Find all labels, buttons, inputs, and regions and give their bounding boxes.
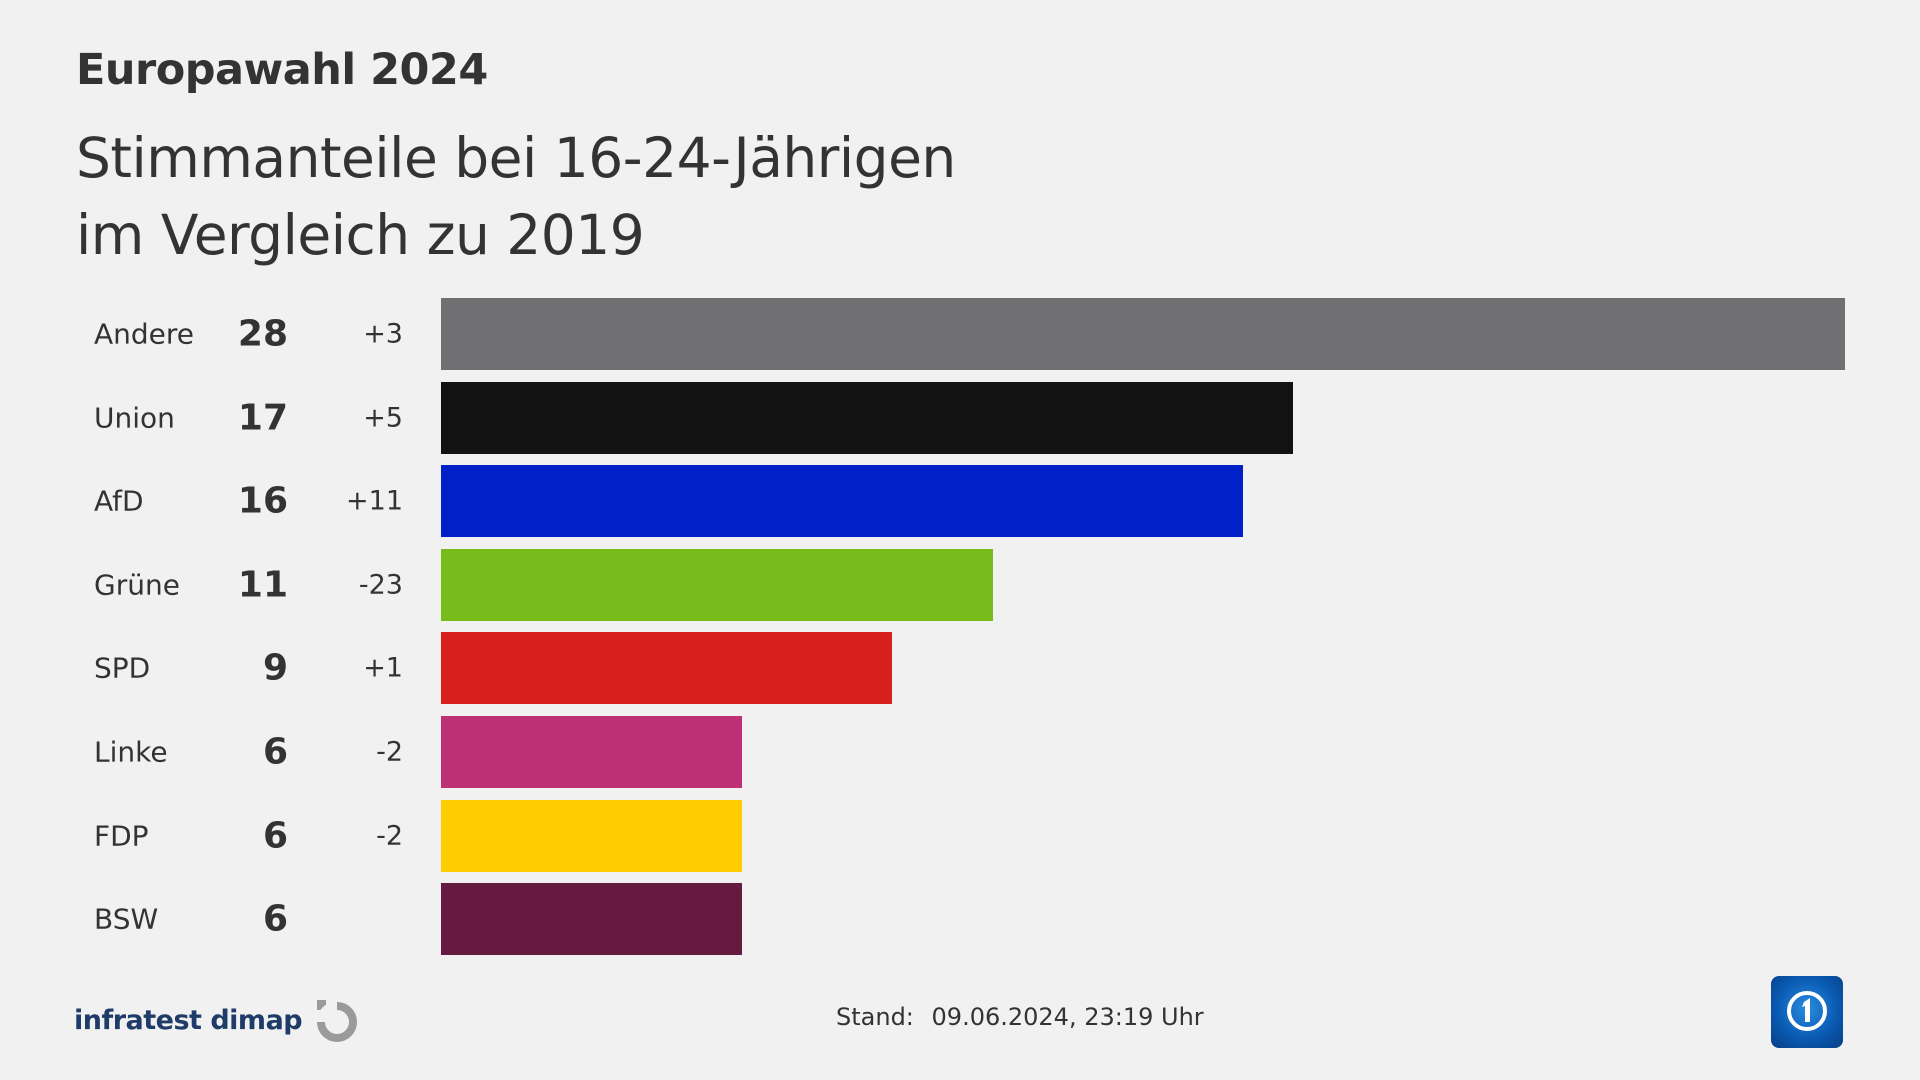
category-label: AfD — [94, 484, 144, 518]
bar — [441, 632, 893, 705]
bar — [441, 883, 742, 956]
diff-label: +1 — [363, 652, 403, 684]
value-label: 28 — [237, 313, 288, 355]
brand-name: infratest dimap — [74, 1004, 303, 1036]
chart-title-line-2: im Vergleich zu 2019 — [76, 203, 645, 267]
category-label: FDP — [94, 819, 149, 853]
timestamp: Stand: 09.06.2024, 23:19 Uhr — [836, 1003, 1204, 1031]
category-label: Grüne — [94, 568, 180, 602]
bar — [441, 381, 1294, 454]
ard-1-logo-icon — [1771, 976, 1843, 1048]
category-label: Union — [94, 401, 175, 435]
chart-title: Stimmanteile bei 16-24-Jährigen im Vergl… — [76, 120, 956, 274]
value-label: 16 — [237, 480, 288, 522]
bar — [441, 799, 742, 872]
category-label: Linke — [94, 735, 168, 769]
value-label: 17 — [237, 397, 288, 439]
infratest-dimap-logo-icon — [316, 1000, 358, 1042]
chart-header: Europawahl 2024 Stimmanteile bei 16-24-J… — [76, 42, 956, 274]
bar — [441, 298, 1845, 370]
diff-label: +3 — [363, 318, 403, 350]
bar — [441, 465, 1244, 538]
timestamp-label: Stand: — [836, 1003, 914, 1031]
value-label: 6 — [262, 898, 288, 940]
diff-label: +11 — [346, 485, 403, 517]
chart-supertitle: Europawahl 2024 — [76, 45, 488, 95]
infratest-dimap-logo: infratest dimap — [74, 997, 360, 1043]
diff-label: -2 — [376, 736, 403, 768]
value-label: 6 — [262, 815, 288, 857]
chart-title-line-1: Stimmanteile bei 16-24-Jährigen — [76, 126, 956, 190]
diff-label: -23 — [358, 569, 403, 601]
bar — [441, 716, 742, 788]
value-label: 11 — [237, 564, 288, 606]
category-label: BSW — [94, 902, 159, 936]
value-label: 9 — [262, 647, 288, 689]
category-label: SPD — [94, 651, 151, 685]
diff-label: -2 — [376, 820, 403, 852]
category-label: Andere — [94, 317, 195, 351]
value-label: 6 — [262, 731, 288, 773]
bar — [441, 548, 993, 621]
timestamp-value: 09.06.2024, 23:19 Uhr — [931, 1003, 1204, 1031]
diff-label: +5 — [363, 402, 403, 434]
